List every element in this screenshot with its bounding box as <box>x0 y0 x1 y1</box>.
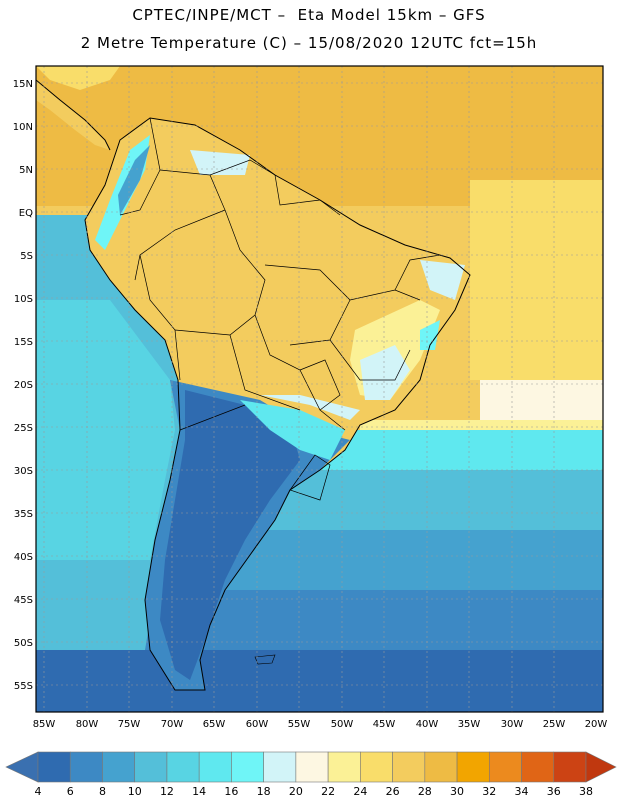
colorbar-labels: 4 6 8 10 12 14 16 18 20 22 24 26 28 30 32 34 36 38 <box>35 785 594 798</box>
lat-label: 50S <box>14 638 33 649</box>
colorbar-level-label: 14 <box>192 785 206 798</box>
colorbar-level-label: 20 <box>289 785 303 798</box>
colorbar-cell <box>166 751 200 783</box>
colorbar-level-label: 32 <box>482 785 496 798</box>
colorbar-cell <box>553 751 587 783</box>
latitude-labels: 15N 10N 5N EQ 5S 10S 15S 20S 25S 30S 35S… <box>13 79 33 692</box>
lat-label: 20S <box>14 380 33 391</box>
colorbar-level-label: 30 <box>450 785 464 798</box>
country-borders <box>119 117 441 501</box>
map-field <box>36 66 603 712</box>
colorbar-level-label: 28 <box>418 785 432 798</box>
colorbar-level-label: 4 <box>35 785 42 798</box>
colorbar-level-label: 36 <box>547 785 561 798</box>
colorbar-cell <box>456 751 490 783</box>
colorbar-cell <box>488 751 522 783</box>
lon-label: 65W <box>203 719 226 730</box>
lon-label: 50W <box>331 719 354 730</box>
lat-label: 45S <box>14 595 33 606</box>
colorbar-cell <box>392 751 426 783</box>
colorbar-legend: 4 6 8 10 12 14 16 18 20 22 24 26 28 30 32 34 36 38 <box>5 751 617 798</box>
lon-label: 70W <box>161 719 184 730</box>
lat-label: 55S <box>14 681 33 692</box>
colorbar-cell <box>295 751 329 783</box>
colorbar-arrow-low <box>5 751 39 783</box>
lon-label: 85W <box>33 719 56 730</box>
colorbar-cell <box>327 751 361 783</box>
lat-label: EQ <box>19 208 33 219</box>
colorbar-cell <box>360 751 393 783</box>
lon-label: 30W <box>501 719 524 730</box>
colorbar-level-label: 18 <box>257 785 271 798</box>
coastline <box>84 117 471 691</box>
colorbar-level-label: 16 <box>224 785 238 798</box>
lon-label: 60W <box>246 719 269 730</box>
colorbar-cells <box>5 751 617 783</box>
lon-label: 35W <box>458 719 481 730</box>
colorbar-cell <box>134 751 168 783</box>
longitude-labels: 85W 80W 75W 70W 65W 60W 55W 50W 45W 40W … <box>33 719 608 730</box>
colorbar-cell <box>102 751 136 783</box>
lon-label: 80W <box>76 719 99 730</box>
lon-label: 75W <box>118 719 141 730</box>
colorbar-level-label: 8 <box>99 785 106 798</box>
lon-label: 20W <box>585 719 608 730</box>
colorbar-level-label: 38 <box>579 785 593 798</box>
colorbar-cell <box>521 751 555 783</box>
colorbar-arrow-high <box>585 751 617 783</box>
colorbar-level-label: 6 <box>67 785 74 798</box>
lat-label: 10S <box>14 294 33 305</box>
colorbar-level-label: 22 <box>321 785 335 798</box>
lon-label: 55W <box>288 719 311 730</box>
lat-label: 15S <box>14 337 33 348</box>
colorbar-level-label: 24 <box>353 785 367 798</box>
lat-label: 30S <box>14 466 33 477</box>
lat-label: 25S <box>14 423 33 434</box>
colorbar-level-label: 10 <box>128 785 142 798</box>
colorbar-cell <box>263 751 297 783</box>
colorbar-cell <box>198 751 232 783</box>
colorbar-cell <box>37 751 71 783</box>
map-frame <box>35 65 604 713</box>
temperature-map: 15N 10N 5N EQ 5S 10S 15S 20S 25S 30S 35S… <box>13 65 608 730</box>
lat-label: 40S <box>14 552 33 563</box>
lon-label: 40W <box>416 719 439 730</box>
lat-label: 10N <box>13 122 33 133</box>
lat-label: 5S <box>20 251 33 262</box>
lon-label: 25W <box>543 719 566 730</box>
colorbar-cell <box>424 751 458 783</box>
lon-label: 45W <box>373 719 396 730</box>
colorbar-level-label: 26 <box>386 785 400 798</box>
map-title-line-1: CPTEC/INPE/MCT – Eta Model 15km – GFS <box>132 6 486 24</box>
lat-label: 35S <box>14 509 33 520</box>
colorbar-level-label: 12 <box>160 785 174 798</box>
map-title-line-2: 2 Metre Temperature (C) – 15/08/2020 12U… <box>80 34 538 52</box>
lat-label: 15N <box>13 79 33 90</box>
colorbar-cell <box>69 751 103 783</box>
colorbar-level-label: 34 <box>515 785 529 798</box>
colorbar-cell <box>231 751 264 783</box>
lat-label: 5N <box>19 165 33 176</box>
